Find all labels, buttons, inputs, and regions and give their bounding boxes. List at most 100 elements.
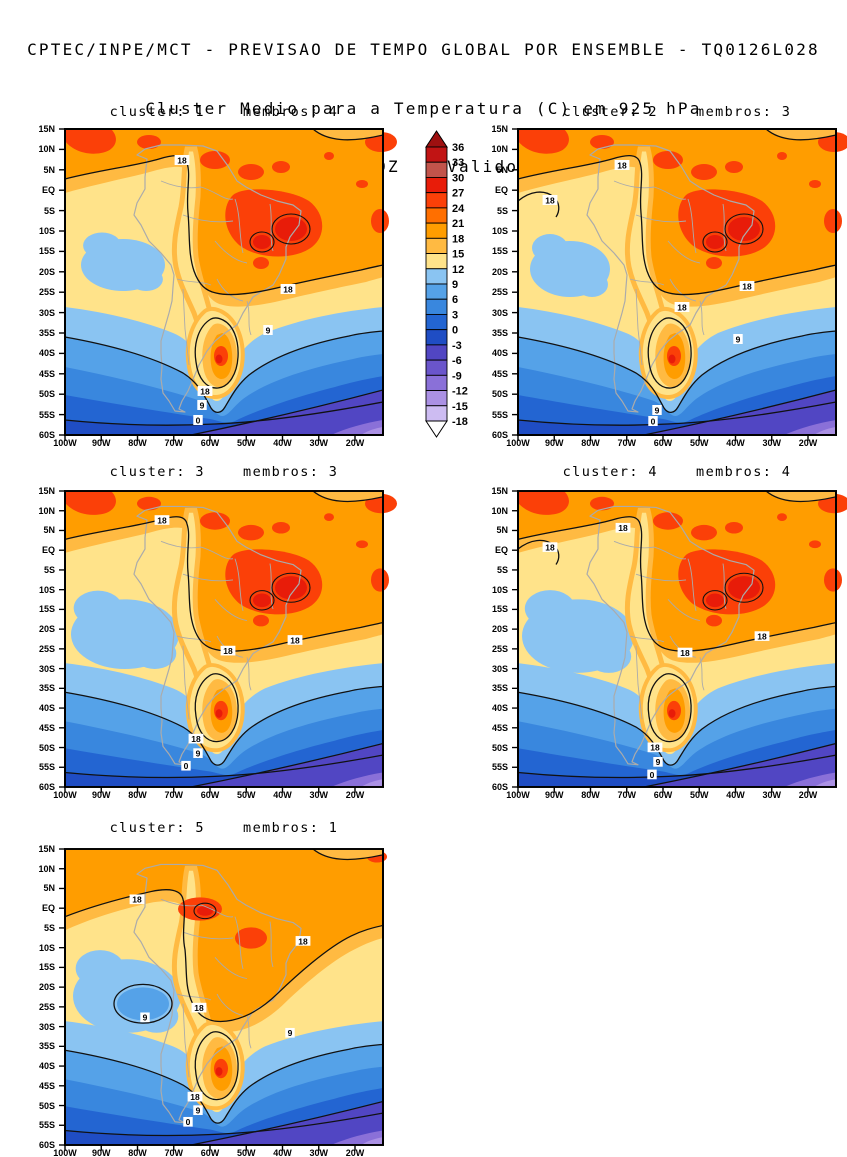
- hot-blob: [200, 151, 230, 169]
- contour-label-box: [739, 281, 755, 291]
- contour-label-box: [187, 1091, 203, 1102]
- contour-label-box: [674, 302, 690, 312]
- contour-neg: [190, 1100, 384, 1146]
- contour-27: [249, 231, 275, 253]
- contour-label: 18: [223, 646, 233, 656]
- hot-blob: [253, 257, 269, 269]
- colorbar-cell: [425, 237, 448, 255]
- contour-label: 9: [288, 1028, 293, 1038]
- country-border: [216, 278, 244, 302]
- contour-0: [517, 754, 837, 779]
- hot-blob: [691, 524, 717, 541]
- temp-band-purple: [644, 390, 836, 435]
- colorbar-level-label: -18: [452, 416, 468, 428]
- lat-axis-label: EQ: [41, 545, 55, 556]
- contour-0: [517, 401, 837, 426]
- contour-label-box: [197, 400, 207, 410]
- contour-label: 18: [290, 635, 300, 645]
- hot-blob: [809, 540, 821, 549]
- lon-axis-label: 50W: [689, 790, 709, 800]
- contour-label-box: [733, 334, 743, 344]
- country-border: [160, 898, 234, 918]
- hot-blob: [653, 512, 683, 530]
- country-border: [667, 240, 701, 264]
- band-18-21: [518, 491, 836, 652]
- hot-blob: [518, 491, 569, 515]
- lon-axis-label: 20W: [345, 790, 365, 800]
- colorbar-cell: [425, 253, 448, 270]
- country-border: [234, 198, 244, 254]
- hot-blob: [238, 164, 264, 180]
- contour-27: [702, 231, 728, 253]
- lon-axis-label: 90W: [544, 790, 564, 800]
- map-panel-cluster-3: 18 18 18 18 90: [59, 490, 397, 793]
- hot-blob: [590, 135, 614, 149]
- lat-axis-label: 35S: [38, 683, 55, 694]
- colorbar-level-label: 9: [452, 279, 458, 291]
- country-border: [635, 288, 643, 366]
- contour-label: 0: [186, 1117, 191, 1127]
- colorbar-cell: [425, 222, 448, 239]
- contour-label: 18: [194, 1003, 204, 1013]
- lon-axis-label: 60W: [200, 790, 220, 800]
- contour-label: 18: [177, 156, 187, 166]
- colorbar-cell: [425, 268, 448, 285]
- lon-axis-label: 40W: [726, 438, 745, 448]
- contour-label-box: [285, 1027, 295, 1038]
- colorbar-cell: [425, 207, 448, 224]
- hot-blob: [324, 513, 334, 521]
- lat-axis-label: 35S: [38, 1041, 55, 1052]
- contour-label: 9: [200, 401, 205, 411]
- lat-axis-label: 15N: [38, 124, 55, 134]
- lon-axis-label: 30W: [762, 790, 781, 800]
- contour-9: [64, 330, 384, 414]
- contour-18-closed: [194, 1031, 239, 1101]
- hot-blob: [518, 129, 569, 154]
- contour-9: [517, 330, 837, 414]
- lat-axis-label: 60S: [491, 782, 508, 792]
- hot-blob: [65, 491, 116, 515]
- country-border: [269, 921, 274, 968]
- colorbar-level-label: 36: [452, 142, 464, 154]
- hot-blob: [809, 180, 821, 188]
- lon-axis-label: 60W: [653, 438, 673, 448]
- contour-18: [64, 889, 384, 1023]
- contour-label: 9: [196, 749, 201, 759]
- lat-axis-label: 35S: [491, 683, 508, 694]
- colorbar-level-label: 12: [452, 264, 464, 276]
- contour-label-box: [191, 1002, 207, 1013]
- lat-axis-label: 10N: [38, 144, 55, 155]
- lon-axis-label: 90W: [544, 438, 564, 448]
- contour-label-box: [542, 195, 558, 205]
- contour-label: 9: [196, 1106, 201, 1116]
- colorbar-cell: [425, 390, 448, 407]
- lat-axis-label: 10S: [491, 584, 508, 595]
- contour-label-box: [154, 515, 170, 525]
- coastline: [133, 863, 302, 1124]
- lon-axis-label: 60W: [200, 438, 220, 448]
- temp-band-purple: [644, 743, 836, 787]
- lat-axis-label: 15N: [491, 124, 508, 134]
- lat-axis-label: 55S: [491, 409, 508, 420]
- lon-axis-label: 20W: [345, 1148, 365, 1157]
- hot-blob: [253, 614, 269, 627]
- contour-notch: [765, 490, 837, 503]
- band-18-21: [518, 129, 836, 295]
- country-border: [182, 1003, 190, 1078]
- lat-axis-label: 15S: [491, 604, 508, 615]
- contour-18-closed: [194, 673, 239, 743]
- contour-label: 18: [617, 161, 627, 171]
- country-border: [667, 599, 701, 622]
- lat-axis-label: 15N: [38, 486, 55, 496]
- lat-axis-label: 40S: [491, 703, 508, 714]
- lat-axis-label: 35S: [491, 328, 508, 338]
- contour-label-box: [652, 405, 662, 415]
- pacific-inner-cool: [117, 987, 169, 1021]
- contour-label-box: [614, 160, 630, 170]
- lat-axis-label: 30S: [38, 1021, 55, 1032]
- lon-axis-label: 90W: [91, 790, 111, 800]
- country-border: [629, 278, 665, 286]
- lat-axis-label: 50S: [38, 389, 55, 400]
- colorbar-level-label: 15: [452, 249, 464, 261]
- colorbar-level-label: 21: [452, 218, 464, 230]
